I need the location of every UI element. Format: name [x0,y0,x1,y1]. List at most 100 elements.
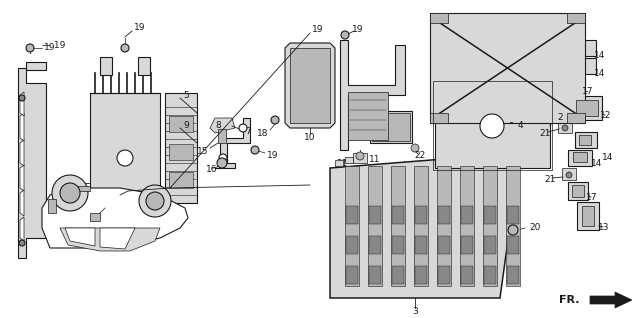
Bar [415,266,427,284]
Text: 2: 2 [557,114,563,122]
Circle shape [508,225,518,235]
Bar [218,129,226,143]
Bar [575,132,597,148]
Polygon shape [20,113,24,141]
Text: 8: 8 [215,121,221,129]
Bar [345,157,353,163]
Bar [345,166,359,286]
Polygon shape [20,165,24,191]
Bar [335,160,343,166]
Circle shape [356,152,364,160]
Bar [372,113,410,141]
Text: 19: 19 [44,44,56,52]
Bar [568,150,592,166]
Text: 13: 13 [598,224,610,232]
Bar [438,236,450,254]
Bar [483,166,497,286]
Circle shape [480,114,504,138]
Polygon shape [215,118,250,168]
Bar [169,116,193,132]
Bar [415,236,427,254]
Bar [579,135,591,145]
Bar [90,213,100,221]
Circle shape [19,95,25,101]
Bar [369,236,381,254]
Bar [290,48,330,123]
Bar [430,13,585,123]
Circle shape [562,125,568,131]
Bar [392,266,404,284]
Text: 15: 15 [197,147,209,156]
Text: — 19: — 19 [42,42,66,51]
Text: 21: 21 [544,176,556,184]
Bar [369,266,381,284]
Bar [577,202,599,230]
Text: 14: 14 [602,154,614,162]
Bar [438,206,450,224]
Bar [572,185,584,197]
Bar [346,206,358,224]
Bar [346,236,358,254]
Bar [572,40,596,56]
Bar [558,121,572,133]
Bar [138,57,150,75]
Bar [506,166,520,286]
Bar [346,266,358,284]
Circle shape [239,124,247,132]
Bar [392,236,404,254]
Circle shape [566,172,572,178]
Polygon shape [100,228,135,249]
Bar [369,206,381,224]
Bar [484,266,496,284]
Circle shape [121,44,129,52]
Bar [582,206,594,226]
Polygon shape [20,92,24,116]
Text: 19: 19 [268,150,279,160]
Bar [169,144,193,160]
Bar [567,113,585,123]
Bar [353,153,367,163]
Text: 14: 14 [595,68,605,78]
Circle shape [146,192,164,210]
Bar [90,93,160,223]
Text: 14: 14 [591,160,603,169]
Text: 16: 16 [206,165,218,175]
Bar [415,206,427,224]
Bar [165,93,197,203]
Bar [437,166,451,286]
Text: 20: 20 [529,224,541,232]
Circle shape [117,150,133,166]
Bar [368,166,382,286]
Polygon shape [20,190,24,216]
Circle shape [60,183,80,203]
Bar [48,199,56,213]
Text: 17: 17 [582,87,594,96]
Polygon shape [20,217,24,241]
Bar [562,168,576,180]
Bar [507,206,519,224]
Circle shape [139,185,171,217]
Text: 9: 9 [183,121,189,129]
Polygon shape [20,140,24,166]
Bar [567,13,585,23]
Text: 14: 14 [595,51,605,59]
Circle shape [26,44,34,52]
Text: 19: 19 [312,25,324,34]
Circle shape [251,146,259,154]
Bar [392,206,404,224]
Bar [391,166,405,286]
Polygon shape [340,40,405,150]
Bar [370,111,412,143]
Circle shape [19,240,25,246]
Bar [26,62,46,70]
Text: 12: 12 [600,112,612,121]
Text: 10: 10 [304,134,316,142]
Polygon shape [60,228,160,251]
Text: 3: 3 [412,308,418,316]
Bar [484,206,496,224]
Circle shape [217,158,227,168]
Text: 1: 1 [347,115,353,125]
Text: 21: 21 [540,129,550,139]
Bar [348,92,388,140]
Circle shape [341,31,349,39]
